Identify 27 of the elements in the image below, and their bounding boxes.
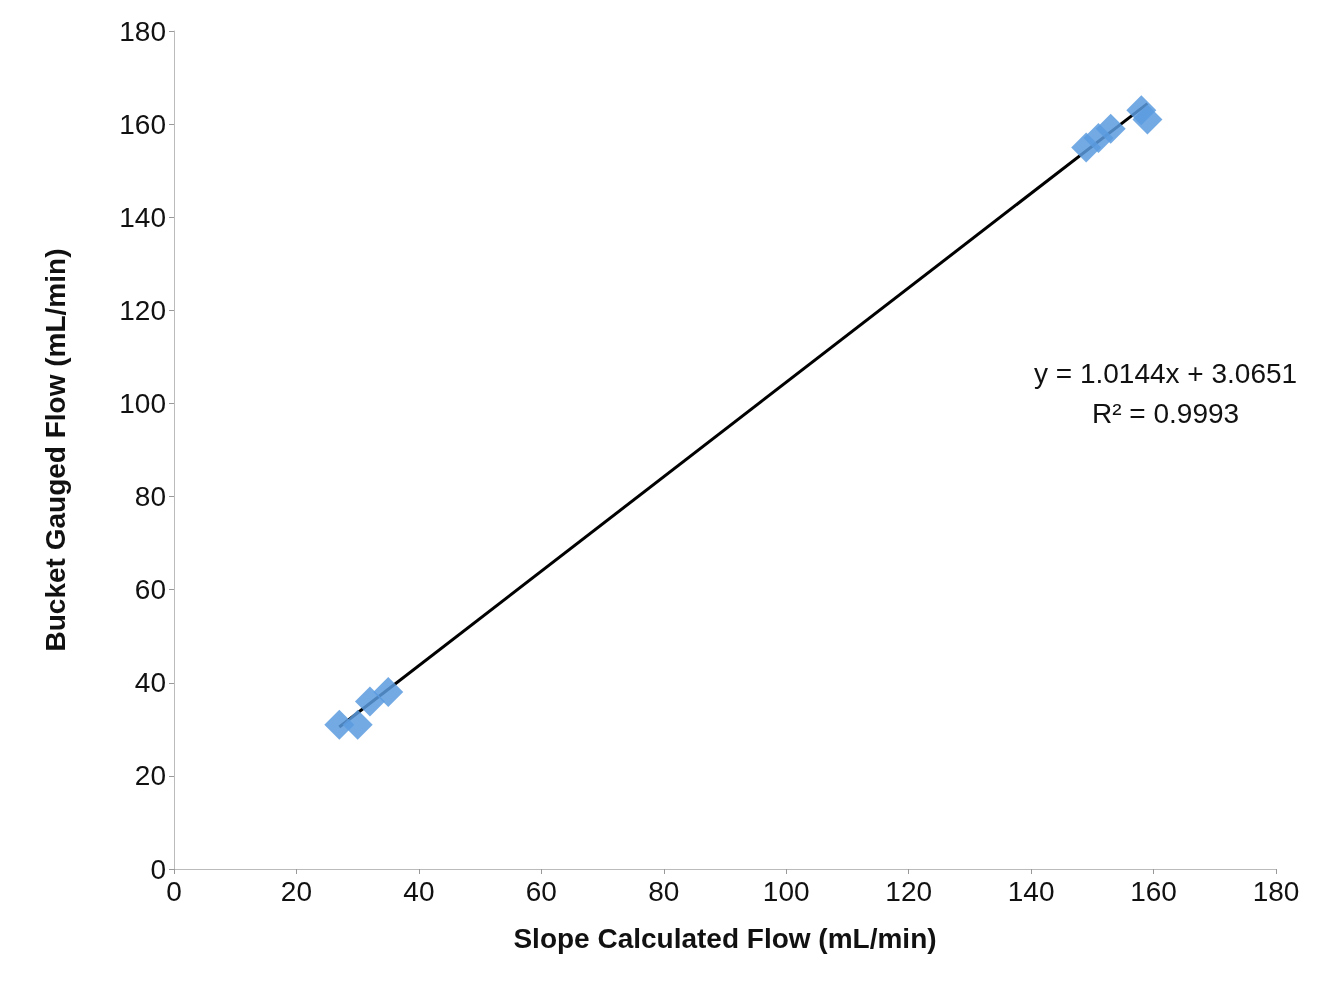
y-tick-label: 20	[134, 760, 166, 792]
y-tick-label: 80	[134, 481, 166, 513]
x-axis-title: Slope Calculated Flow (mL/min)	[513, 922, 937, 954]
point	[373, 677, 404, 708]
x-tick-label: 120	[885, 875, 933, 907]
x-tick-label: 160	[1130, 875, 1177, 907]
annotation: y = 1.0144x + 3.0651 R² = 0.9993	[1034, 357, 1298, 429]
point	[342, 709, 373, 740]
x-tick-label: 100	[762, 875, 810, 907]
y-tick-label: 0	[150, 853, 166, 885]
point	[1132, 104, 1163, 135]
point	[354, 686, 385, 717]
y-tick-label: 160	[119, 108, 166, 140]
x-tick-label: 80	[648, 875, 680, 907]
y-tick-label: 140	[119, 201, 166, 233]
y-tick-label: 40	[134, 667, 166, 699]
x-tick-label: 20	[280, 875, 313, 907]
y-tick-label: 180	[119, 15, 166, 47]
y-axis-title: Bucket Gauged Flow (mL/min)	[39, 248, 71, 652]
x-tick-label: 40	[403, 875, 435, 907]
x-tick-label: 180	[1252, 875, 1300, 907]
y-tick-label: 120	[119, 294, 166, 326]
point	[1095, 113, 1126, 144]
x-tick-label: 140	[1007, 875, 1055, 907]
x-tick-label: 60	[525, 875, 557, 907]
y-tick-label: 60	[134, 574, 166, 606]
y-tick-label: 100	[119, 387, 166, 419]
